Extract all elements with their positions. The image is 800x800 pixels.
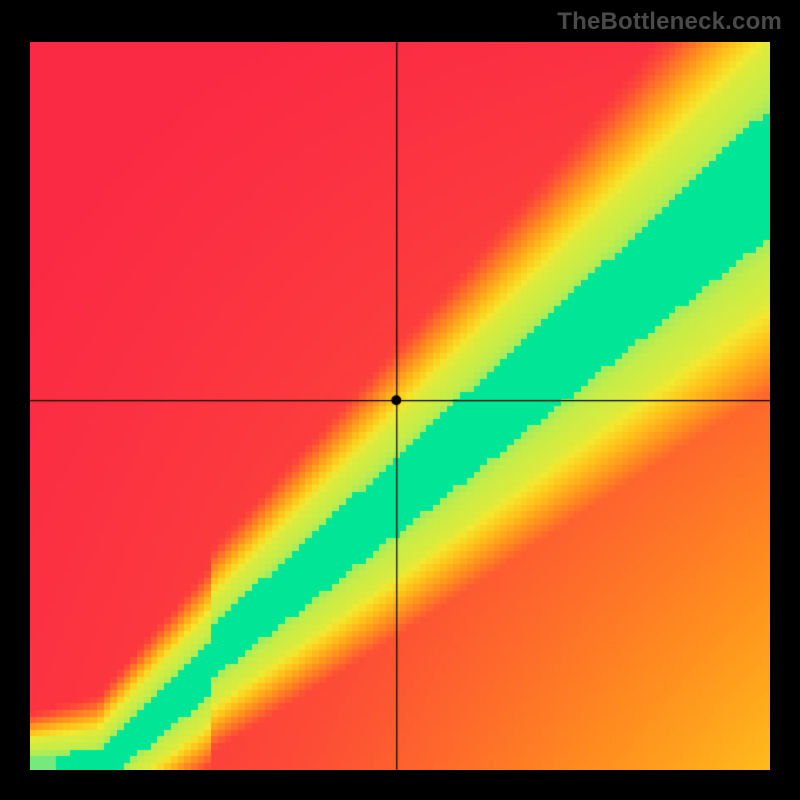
crosshair-overlay	[0, 0, 800, 800]
watermark-text: TheBottleneck.com	[557, 8, 782, 36]
chart-container: TheBottleneck.com	[0, 0, 800, 800]
